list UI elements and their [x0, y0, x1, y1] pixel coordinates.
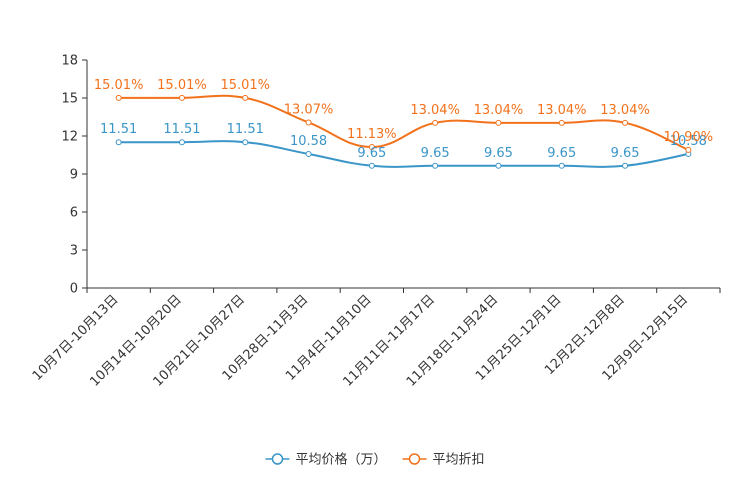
- data-labels-layer: 11.51 11.51 11.51 10.58 9.65 9.65 9.65 9.65 9.65…: [94, 78, 713, 161]
- series-2-point: [558, 119, 565, 126]
- series-2-data-label: 13.04%: [410, 103, 460, 118]
- series-1-data-label: 11.51: [227, 122, 264, 137]
- series-1-point: [242, 139, 249, 146]
- series-2-data-label: 13.04%: [537, 103, 587, 118]
- series-1-point: [432, 162, 439, 169]
- series-2-point: [178, 94, 185, 101]
- series-2-point: [305, 119, 312, 126]
- series-layer: [115, 94, 692, 169]
- series-2-data-label: 15.01%: [157, 78, 207, 93]
- series-1-point: [558, 162, 565, 169]
- series-2-point: [685, 146, 692, 153]
- series-2-point: [368, 144, 375, 151]
- series-1-data-label: 9.65: [611, 146, 640, 161]
- series-1-point: [368, 162, 375, 169]
- legend-label: 平均价格（万）: [295, 452, 386, 468]
- series-1-data-label: 9.65: [484, 146, 513, 161]
- series-1-point: [115, 139, 122, 146]
- series-2-point: [432, 119, 439, 126]
- y-tick-label: 6: [70, 206, 78, 221]
- legend[interactable]: 平均价格（万） 平均折扣: [265, 452, 485, 468]
- legend-marker-icon: [408, 453, 421, 465]
- series-2-data-label: 13.07%: [284, 102, 334, 117]
- y-tick-label: 18: [61, 54, 78, 69]
- series-2-data-label: 15.01%: [220, 78, 270, 93]
- series-2-data-label: 15.01%: [94, 78, 144, 93]
- y-tick-label: 3: [70, 244, 78, 259]
- series-2-point: [495, 119, 502, 126]
- y-tick-label: 12: [61, 130, 78, 145]
- y-tick-label: 0: [70, 282, 78, 297]
- series-1-data-label: 10.58: [290, 134, 327, 149]
- series-1-data-label: 9.65: [547, 146, 576, 161]
- legend-item-2[interactable]: 平均折扣: [402, 453, 485, 468]
- y-tick-label: 15: [61, 92, 78, 107]
- series-2-point: [115, 94, 122, 101]
- series-2-data-label: 11.13%: [347, 127, 397, 142]
- series-1-data-label: 9.65: [421, 146, 450, 161]
- legend-label: 平均折扣: [433, 453, 485, 468]
- series-line-2: [118, 94, 689, 151]
- legend-item-1[interactable]: 平均价格（万）: [265, 452, 387, 468]
- series-1-point: [178, 139, 185, 146]
- series-1-point: [305, 150, 312, 157]
- series-line-1: [118, 140, 689, 168]
- series-1-data-label: 9.65: [357, 146, 386, 161]
- series-2-point: [242, 94, 249, 101]
- series-1-point: [622, 162, 629, 169]
- series-2-point: [622, 119, 629, 126]
- series-2-data-label: 13.04%: [600, 103, 650, 118]
- series-1-data-label: 11.51: [163, 122, 200, 137]
- series-2-data-label: 10.90%: [664, 130, 714, 145]
- y-tick-label: 9: [70, 168, 78, 183]
- series-2-data-label: 13.04%: [474, 103, 524, 118]
- series-1-point: [495, 162, 502, 169]
- series-1-data-label: 11.51: [100, 122, 137, 137]
- series-1-data-label: 10.58: [670, 134, 707, 149]
- legend-marker-icon: [271, 453, 284, 465]
